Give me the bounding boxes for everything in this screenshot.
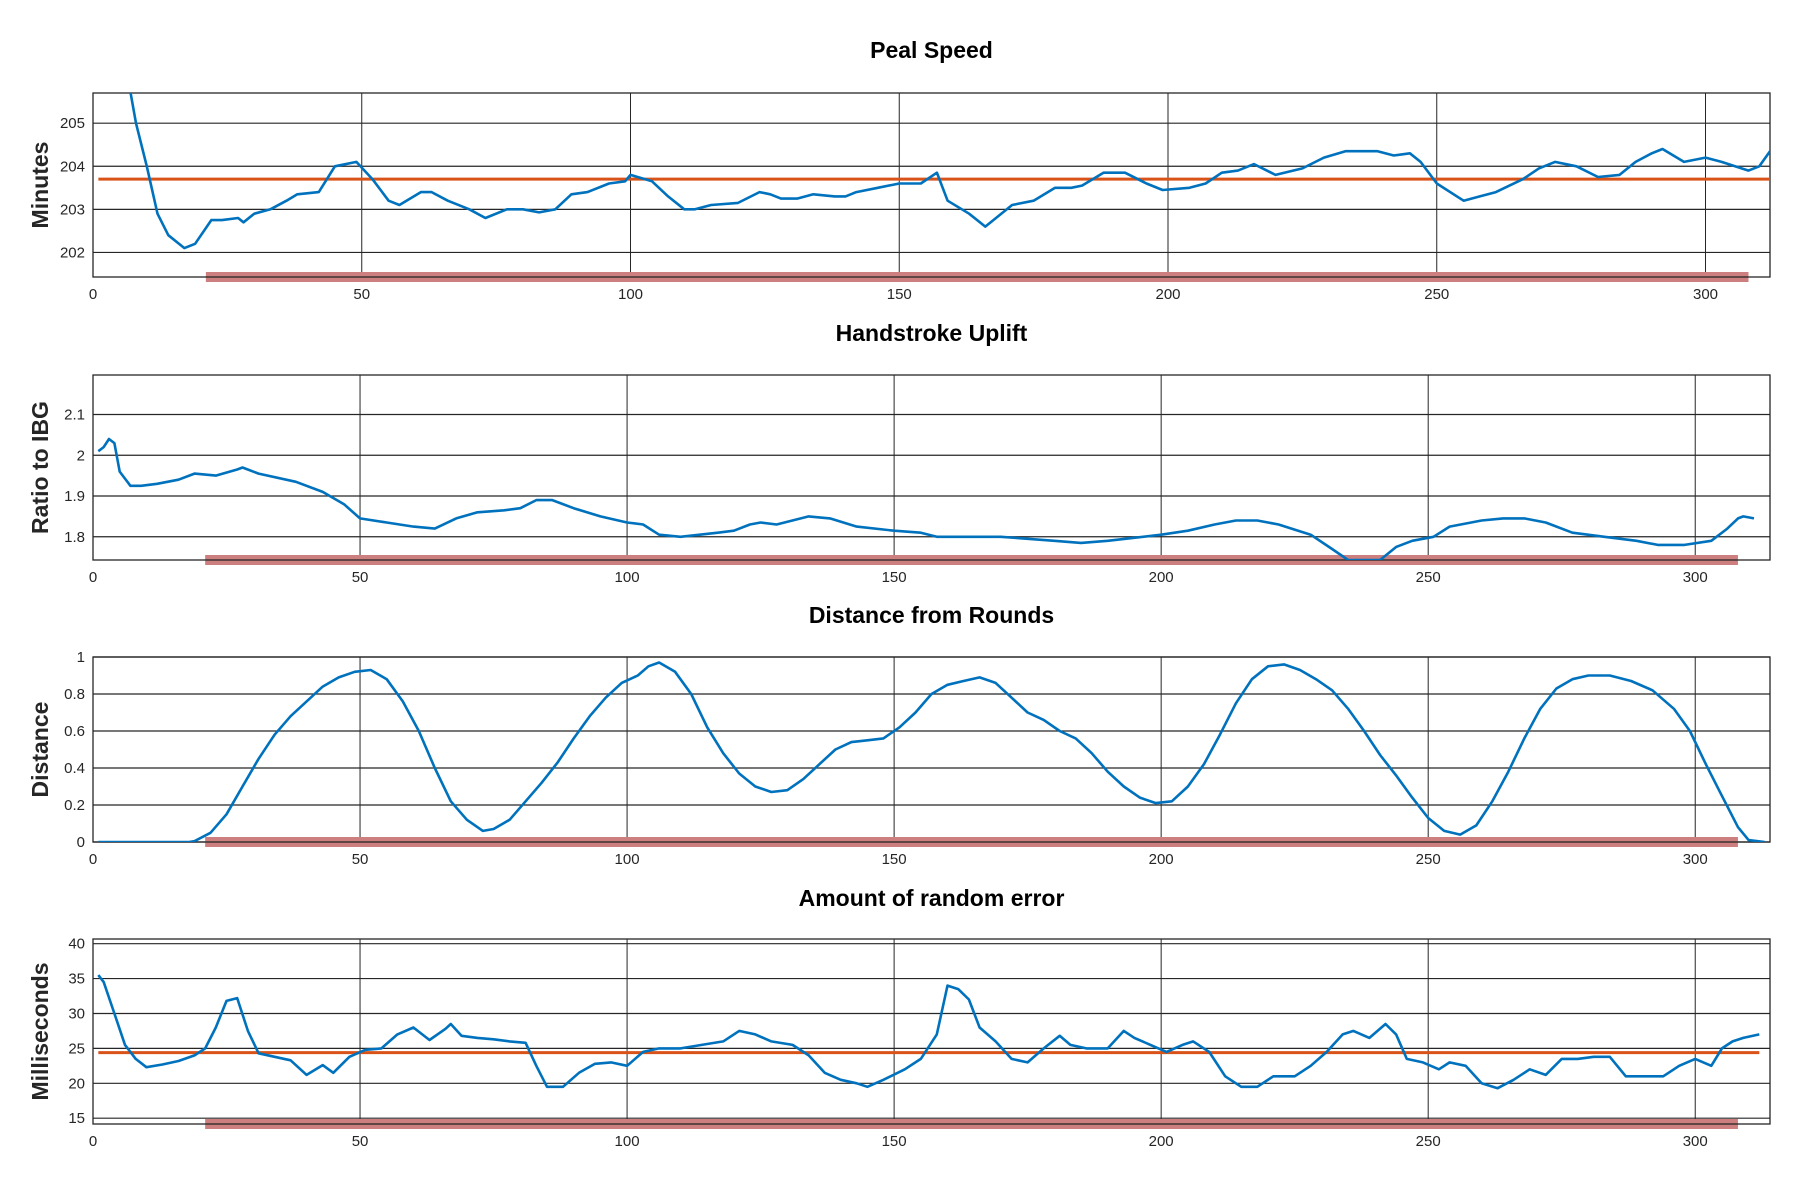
subplot-title: Distance from Rounds (809, 602, 1054, 628)
series-line (97, 974, 1760, 1090)
subplot-2: 1.8 1.9 2 2.1 0 50 100 150 200 250 300 Handstroke U… (27, 320, 1771, 586)
x-tick-label: 300 (1683, 851, 1708, 868)
y-tick-label: 0.8 (64, 686, 85, 703)
y-tick-label: 30 (68, 1005, 85, 1022)
subplot-3: 0 0.2 0.4 0.6 0.8 1 0 50 100 150 200 250 300 Distance… (27, 602, 1771, 868)
axes-box (92, 656, 1771, 843)
y-axis-label: Milliseconds (27, 962, 53, 1100)
x-tick-label: 300 (1683, 1133, 1708, 1150)
y-tick-label: 2.1 (64, 407, 85, 424)
series-line (98, 661, 1765, 842)
y-tick-label: 25 (68, 1040, 85, 1057)
x-tick-label: 150 (882, 1133, 907, 1150)
series-line (97, 437, 1755, 560)
x-tick-label: 0 (89, 851, 97, 868)
subplot-1: 202 203 204 205 0 50 100 150 200 250 300 Peal Speed… (27, 37, 1771, 303)
x-tick-label: 50 (352, 851, 369, 868)
x-tick-label: 150 (887, 286, 912, 303)
y-tick-label: 1.9 (64, 488, 85, 505)
y-tick-label: 20 (68, 1075, 85, 1092)
y-tick-label: 15 (68, 1110, 85, 1127)
x-tick-label: 50 (353, 286, 370, 303)
subplot-title: Amount of random error (799, 885, 1065, 911)
y-axis-label: Distance (27, 702, 53, 798)
x-tick-label: 50 (352, 1133, 369, 1150)
y-tick-label: 1 (77, 649, 85, 666)
y-tick-label: 0.4 (64, 760, 85, 777)
x-tick-label: 100 (615, 569, 640, 586)
x-tick-label: 200 (1155, 286, 1180, 303)
x-tick-label: 150 (882, 569, 907, 586)
y-tick-label: 204 (60, 158, 85, 175)
y-axis-label: Ratio to IBG (27, 401, 53, 534)
x-tick-label: 0 (89, 569, 97, 586)
axes-box (92, 938, 1771, 1125)
x-tick-label: 100 (618, 286, 643, 303)
y-tick-label: 2 (77, 447, 85, 464)
y-tick-label: 40 (68, 936, 85, 953)
y-tick-label: 1.8 (64, 529, 85, 546)
y-axis-label: Minutes (27, 142, 53, 229)
x-tick-label: 150 (882, 851, 907, 868)
y-tick-label: 203 (60, 201, 85, 218)
x-tick-label: 250 (1416, 569, 1441, 586)
x-tick-label: 300 (1693, 286, 1718, 303)
axes-box (92, 374, 1771, 561)
y-tick-label: 0.2 (64, 797, 85, 814)
x-tick-label: 50 (352, 569, 369, 586)
axes-box (92, 92, 1771, 278)
x-tick-label: 200 (1149, 851, 1174, 868)
x-tick-label: 200 (1149, 569, 1174, 586)
y-tick-label: 35 (68, 971, 85, 988)
subplot-4: 15 20 25 30 35 40 0 50 100 150 200 250 300 Amount of … (27, 885, 1771, 1150)
x-tick-label: 250 (1416, 1133, 1441, 1150)
x-tick-label: 300 (1683, 569, 1708, 586)
subplot-title: Handstroke Uplift (836, 320, 1028, 346)
x-tick-label: 0 (89, 1133, 97, 1150)
x-tick-label: 200 (1149, 1133, 1174, 1150)
x-tick-label: 250 (1416, 851, 1441, 868)
y-tick-label: 202 (60, 244, 85, 261)
series-line (129, 93, 1770, 250)
x-tick-label: 0 (89, 286, 97, 303)
x-tick-label: 250 (1424, 286, 1449, 303)
y-tick-label: 205 (60, 115, 85, 132)
y-tick-label: 0 (77, 834, 85, 851)
x-tick-label: 100 (615, 1133, 640, 1150)
y-tick-label: 0.6 (64, 723, 85, 740)
subplot-title: Peal Speed (870, 37, 993, 63)
x-tick-label: 100 (615, 851, 640, 868)
